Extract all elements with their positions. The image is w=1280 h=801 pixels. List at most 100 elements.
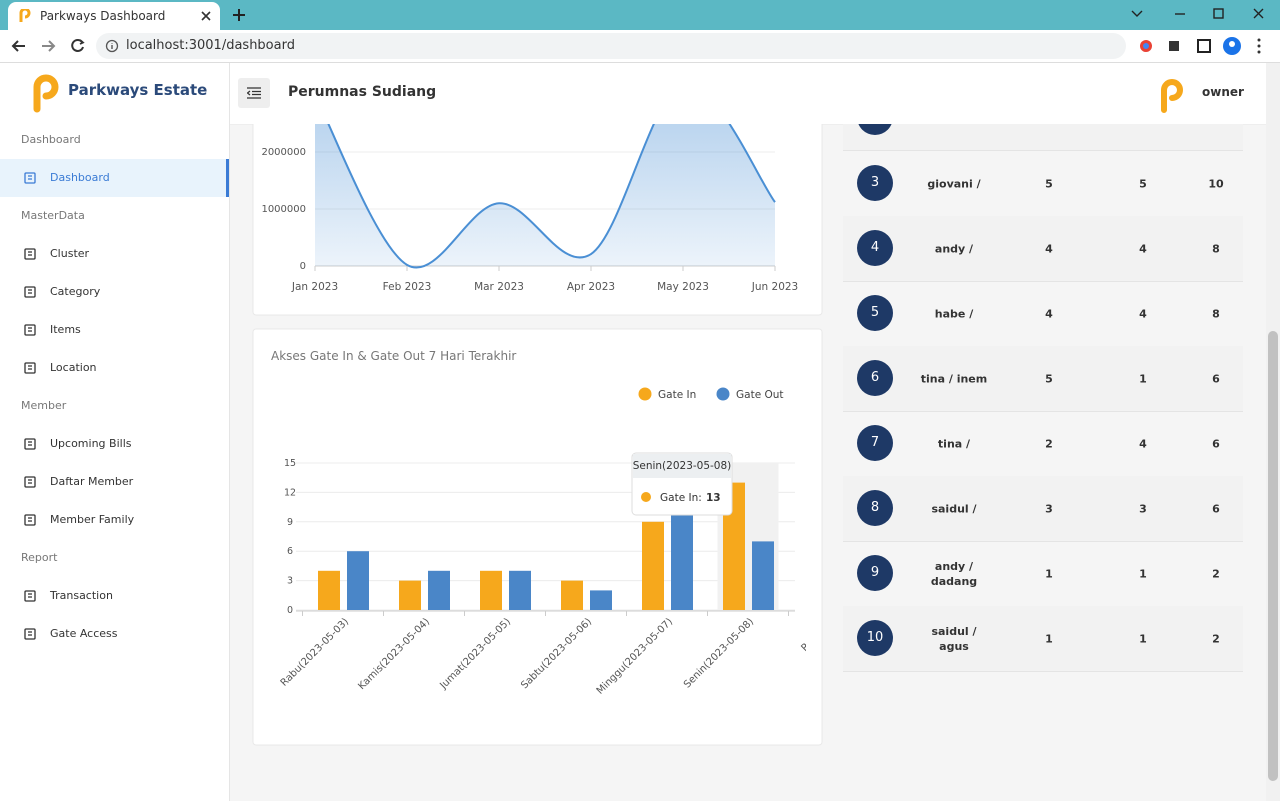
table-row: 10 saidul / agus 1 1 2 xyxy=(843,606,1243,672)
area-line xyxy=(327,124,776,269)
menu-item[interactable]: Daftar Member xyxy=(0,463,229,501)
menu-item[interactable]: Dashboard xyxy=(0,159,229,197)
menu-icon xyxy=(24,590,36,602)
bar xyxy=(347,551,369,610)
tooltip-value: 13 xyxy=(706,492,721,504)
menu-item[interactable]: Cluster xyxy=(0,235,229,273)
member-name: tina / xyxy=(937,437,971,450)
x-tick-label: Jan 2023 xyxy=(291,281,338,293)
count: 1 xyxy=(1045,567,1053,580)
window-controls[interactable] xyxy=(1130,6,1270,22)
bar xyxy=(561,580,583,610)
count: 6 xyxy=(1212,437,1220,450)
top-header: Perumnas Sudiang owner xyxy=(230,63,1266,125)
browser-icons[interactable] xyxy=(1138,36,1268,56)
scrollbar[interactable] xyxy=(1266,63,1280,801)
menu-section: MasterData xyxy=(21,209,85,222)
count: 2 xyxy=(1212,632,1220,645)
rank-badge: 7 xyxy=(857,425,893,461)
table-row: 5 habe / 4 4 8 xyxy=(843,281,1243,347)
legend-marker xyxy=(638,387,652,401)
user-name[interactable]: owner xyxy=(1202,85,1244,99)
menu-toggle[interactable] xyxy=(238,78,270,108)
menu-item[interactable]: Transaction xyxy=(0,577,229,615)
count: 5 xyxy=(1045,177,1053,190)
tab-title: Parkways Dashboard xyxy=(40,9,166,23)
tooltip-marker xyxy=(641,492,651,502)
bar xyxy=(318,570,340,610)
menu-item[interactable]: Category xyxy=(0,273,229,311)
y-tick-label: 6 xyxy=(287,546,293,557)
y-tick-label: 15 xyxy=(284,458,296,469)
table-row xyxy=(843,124,1243,151)
member-name: andy / xyxy=(934,242,974,255)
charts: 0 1000000 2000000 Jan 2023 Feb 2023 Mar 2023 A… xyxy=(252,124,823,746)
browser-tab[interactable]: Parkways Dashboard xyxy=(8,2,220,30)
bar xyxy=(509,570,531,610)
tooltip: Senin(2023-05-08) Gate In: 13 xyxy=(631,452,733,516)
bar xyxy=(399,580,421,610)
table-row: 6 tina / inem 5 1 6 xyxy=(843,346,1243,412)
menu: Dashboard Dashboard MasterData Cluster Categ… xyxy=(0,121,229,653)
legend-label: Gate Out xyxy=(736,389,784,401)
member-name: habe / xyxy=(934,307,974,320)
bar xyxy=(480,570,502,610)
member-name: saidul / xyxy=(931,502,977,515)
count: 5 xyxy=(1139,177,1147,190)
count: 10 xyxy=(1208,177,1224,190)
bar xyxy=(428,570,450,610)
count: 3 xyxy=(1139,502,1147,515)
bar xyxy=(642,521,664,610)
legend-marker xyxy=(716,387,730,401)
brand-name: Parkways Estate xyxy=(68,81,208,99)
x-tick-label: May 2023 xyxy=(657,281,709,293)
tab-bar: Parkways Dashboard xyxy=(0,0,1280,30)
menu-item[interactable]: Member Family xyxy=(0,501,229,539)
count: 4 xyxy=(1045,242,1053,255)
rank-badge: 3 xyxy=(857,165,893,201)
user-avatar[interactable] xyxy=(1158,77,1184,113)
y-tick-label: 0 xyxy=(287,605,293,616)
count: 4 xyxy=(1139,242,1147,255)
rank-badge: 8 xyxy=(857,490,893,526)
member-name: tina / inem xyxy=(920,372,988,385)
rank-badge: 9 xyxy=(857,555,893,591)
content: 0 1000000 2000000 Jan 2023 Feb 2023 Mar 2023 A… xyxy=(230,124,1266,801)
menu-item[interactable]: Items xyxy=(0,311,229,349)
menu-item[interactable]: Location xyxy=(0,349,229,387)
count: 1 xyxy=(1045,632,1053,645)
menu-icon xyxy=(24,286,36,298)
area-fill xyxy=(315,124,775,268)
count: 6 xyxy=(1212,502,1220,515)
count: 6 xyxy=(1212,372,1220,385)
close-tab[interactable] xyxy=(200,10,212,22)
card xyxy=(252,328,823,746)
menu-item[interactable]: Gate Access xyxy=(0,615,229,653)
y-tick-label: 3 xyxy=(287,576,293,587)
member-name: andy / dadang xyxy=(930,559,978,588)
menu-item[interactable]: Upcoming Bills xyxy=(0,425,229,463)
favicon xyxy=(19,9,31,22)
rank-badge: 6 xyxy=(857,360,893,396)
table-row: 3 giovani / 5 5 10 xyxy=(843,151,1243,217)
count: 2 xyxy=(1212,567,1220,580)
chart-title: Akses Gate In & Gate Out 7 Hari Terakhir xyxy=(271,349,516,363)
scroll-thumb[interactable] xyxy=(1268,331,1278,781)
nav-buttons[interactable] xyxy=(10,38,90,54)
legend: Gate In Gate Out xyxy=(638,387,784,401)
rank-badge: 5 xyxy=(857,295,893,331)
table-row: 9 andy / dadang 1 1 2 xyxy=(843,541,1243,607)
menu-icon xyxy=(24,248,36,260)
new-tab[interactable] xyxy=(232,8,246,22)
y-tick-label: 1000000 xyxy=(261,204,306,215)
tooltip-title: Senin(2023-05-08) xyxy=(633,460,732,472)
menu-section: Report xyxy=(21,551,58,564)
count: 1 xyxy=(1139,372,1147,385)
y-tick-label: 12 xyxy=(284,487,296,498)
rank-badge: 10 xyxy=(857,620,893,656)
x-tick-label: Mar 2023 xyxy=(474,281,524,293)
url-field[interactable]: localhost:3001/dashboard xyxy=(96,33,1126,59)
count: 4 xyxy=(1139,307,1147,320)
bar xyxy=(752,541,774,610)
